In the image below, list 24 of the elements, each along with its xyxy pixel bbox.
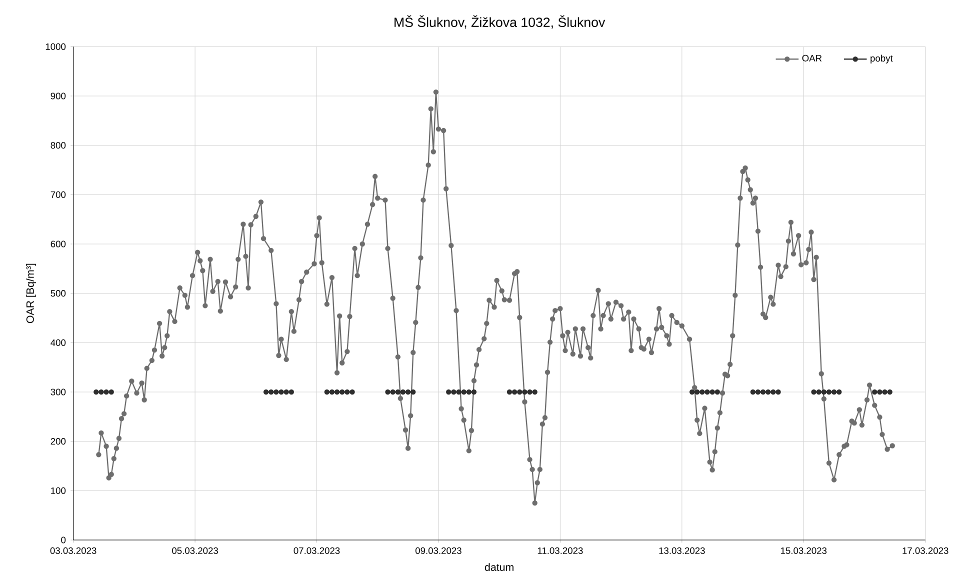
y-tick-label: 0: [61, 536, 66, 544]
x-tick-label: 07.03.2023: [294, 547, 340, 554]
y-tick-label: 300: [50, 388, 66, 396]
y-tick-label: 400: [50, 339, 66, 346]
chart-title: MŠ Šluknov, Žižkova 1032, Šluknov: [394, 15, 606, 29]
x-tick-label: 11.03.2023: [538, 547, 583, 554]
x-axis-title: datum: [484, 563, 514, 571]
x-tick-label: 05.03.2023: [172, 547, 218, 554]
x-tick-label: 03.03.2023: [50, 547, 96, 554]
x-tick-label: 13.03.2023: [659, 547, 705, 554]
y-axis-title: OAR [Bq/m³]: [26, 264, 36, 324]
y-tick-label: 800: [50, 142, 66, 149]
legend-label: pobyt: [870, 54, 893, 64]
x-tick-label: 17.03.2023: [902, 547, 948, 554]
x-tick-label: 15.03.2023: [780, 547, 827, 554]
y-tick-label: 500: [50, 290, 66, 297]
y-tick-label: 1000: [46, 43, 66, 50]
legend-label: OAR: [802, 54, 822, 62]
y-tick-label: 100: [51, 487, 66, 494]
y-tick-label: 700: [50, 191, 66, 198]
x-tick-label: 09.03.2023: [415, 547, 462, 554]
y-tick-label: 900: [50, 92, 66, 100]
y-tick-label: 600: [50, 240, 66, 248]
y-tick-label: 200: [50, 438, 66, 445]
